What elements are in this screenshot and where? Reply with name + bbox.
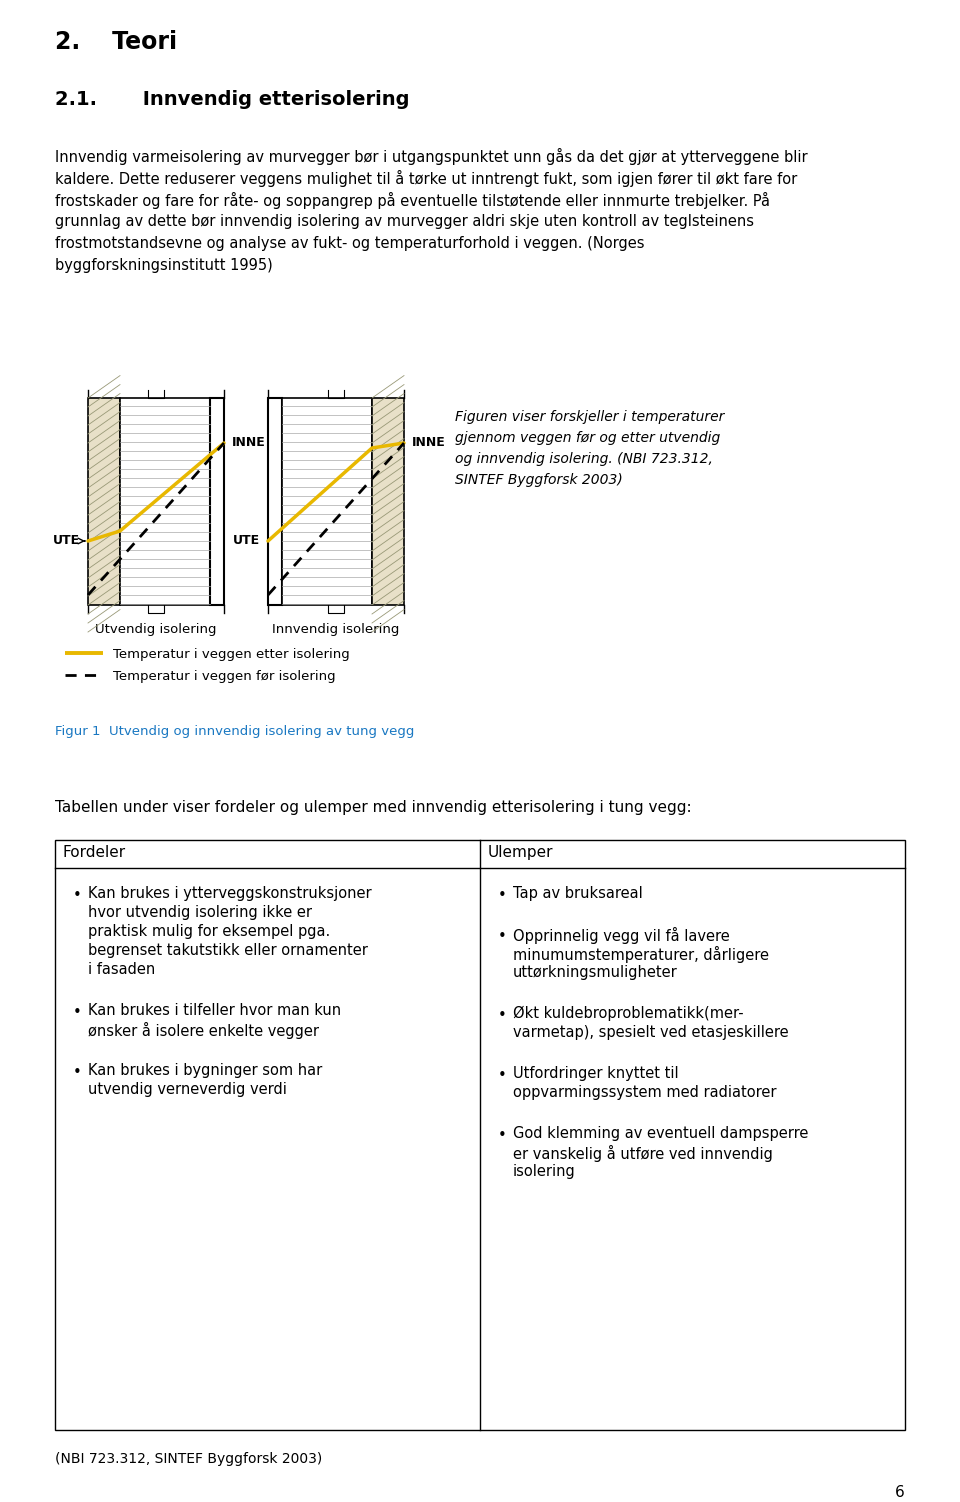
Text: God klemming av eventuell dampsperre: God klemming av eventuell dampsperre	[513, 1126, 808, 1142]
Text: Innvendig isolering: Innvendig isolering	[273, 623, 399, 635]
Text: Utvendig isolering: Utvendig isolering	[95, 623, 217, 635]
Text: •: •	[498, 1008, 507, 1023]
Text: Tap av bruksareal: Tap av bruksareal	[513, 886, 643, 901]
Text: Økt kuldebroproblematikk(mer-: Økt kuldebroproblematikk(mer-	[513, 1006, 744, 1021]
Text: oppvarmingssystem med radiatorer: oppvarmingssystem med radiatorer	[513, 1084, 777, 1099]
Text: grunnlag av dette bør innvendig isolering av murvegger aldri skje uten kontroll : grunnlag av dette bør innvendig isolerin…	[55, 213, 754, 228]
Text: Fordeler: Fordeler	[63, 846, 126, 861]
Text: er vanskelig å utføre ved innvendig: er vanskelig å utføre ved innvendig	[513, 1145, 773, 1163]
Text: Temperatur i veggen etter isolering: Temperatur i veggen etter isolering	[113, 647, 349, 661]
Text: Ulemper: Ulemper	[488, 846, 554, 861]
Text: byggforskningsinstitutt 1995): byggforskningsinstitutt 1995)	[55, 258, 273, 273]
Text: UTE: UTE	[233, 535, 260, 548]
Text: Kan brukes i tilfeller hvor man kun: Kan brukes i tilfeller hvor man kun	[88, 1003, 341, 1018]
Text: minumumstemperaturer, dårligere: minumumstemperaturer, dårligere	[513, 946, 769, 963]
Bar	[210, 398, 224, 605]
Text: utvendig verneverdig verdi: utvendig verneverdig verdi	[88, 1081, 287, 1096]
Text: kaldere. Dette reduserer veggens mulighet til å tørke ut inntrengt fukt, som igj: kaldere. Dette reduserer veggens mulighe…	[55, 170, 797, 188]
Text: •: •	[73, 1065, 82, 1080]
Text: 2.1.   Innvendig etterisolering: 2.1. Innvendig etterisolering	[55, 90, 410, 110]
Text: 6: 6	[896, 1485, 905, 1500]
Text: isolering: isolering	[513, 1164, 576, 1179]
Text: ønsker å isolere enkelte vegger: ønsker å isolere enkelte vegger	[88, 1021, 319, 1039]
Bar	[372, 398, 404, 605]
Text: uttørkningsmuligheter: uttørkningsmuligheter	[513, 964, 678, 979]
Text: Opprinnelig vegg vil få lavere: Opprinnelig vegg vil få lavere	[513, 927, 730, 945]
Text: •: •	[498, 888, 507, 903]
Bar	[120, 398, 210, 605]
Text: Kan brukes i ytterveggskonstruksjoner: Kan brukes i ytterveggskonstruksjoner	[88, 886, 372, 901]
Text: frostmotstandsevne og analyse av fukt- og temperaturforhold i veggen. (Norges: frostmotstandsevne og analyse av fukt- o…	[55, 236, 644, 251]
Text: Utfordringer knyttet til: Utfordringer knyttet til	[513, 1066, 679, 1081]
Text: praktisk mulig for eksempel pga.: praktisk mulig for eksempel pga.	[88, 924, 330, 939]
Text: •: •	[498, 930, 507, 943]
Text: Kan brukes i bygninger som har: Kan brukes i bygninger som har	[88, 1063, 323, 1078]
Text: •: •	[73, 888, 82, 903]
Text: gjennom veggen før og etter utvendig: gjennom veggen før og etter utvendig	[455, 431, 720, 445]
Text: Tabellen under viser fordeler og ulemper med innvendig etterisolering i tung veg: Tabellen under viser fordeler og ulemper…	[55, 801, 691, 816]
Text: •: •	[498, 1068, 507, 1083]
Text: UTE: UTE	[53, 535, 80, 548]
Text: begrenset takutstikk eller ornamenter: begrenset takutstikk eller ornamenter	[88, 943, 368, 958]
Text: Figur 1  Utvendig og innvendig isolering av tung vegg: Figur 1 Utvendig og innvendig isolering …	[55, 725, 415, 737]
Text: 2.  Teori: 2. Teori	[55, 30, 178, 54]
Text: •: •	[498, 1128, 507, 1143]
Text: INNE: INNE	[232, 437, 266, 449]
Text: •: •	[73, 1005, 82, 1020]
Text: SINTEF Byggforsk 2003): SINTEF Byggforsk 2003)	[455, 473, 623, 487]
Bar	[282, 398, 372, 605]
Text: i fasaden: i fasaden	[88, 961, 156, 976]
Text: og innvendig isolering. (NBI 723.312,: og innvendig isolering. (NBI 723.312,	[455, 452, 713, 466]
Text: Figuren viser forskjeller i temperaturer: Figuren viser forskjeller i temperaturer	[455, 410, 725, 424]
Text: varmetap), spesielt ved etasjeskillere: varmetap), spesielt ved etasjeskillere	[513, 1024, 788, 1039]
Bar	[268, 398, 282, 605]
Text: hvor utvendig isolering ikke er: hvor utvendig isolering ikke er	[88, 906, 312, 921]
Text: (NBI 723.312, SINTEF Byggforsk 2003): (NBI 723.312, SINTEF Byggforsk 2003)	[55, 1452, 323, 1466]
Text: Innvendig varmeisolering av murvegger bør i utgangspunktet unn gås da det gjør a: Innvendig varmeisolering av murvegger bø…	[55, 149, 807, 165]
Bar	[88, 398, 120, 605]
Bar	[55, 840, 905, 1430]
Text: Temperatur i veggen før isolering: Temperatur i veggen før isolering	[113, 670, 336, 683]
Text: INNE: INNE	[412, 437, 445, 449]
Text: frostskader og fare for råte- og soppangrep på eventuelle tilstøtende eller innm: frostskader og fare for råte- og soppang…	[55, 192, 770, 209]
